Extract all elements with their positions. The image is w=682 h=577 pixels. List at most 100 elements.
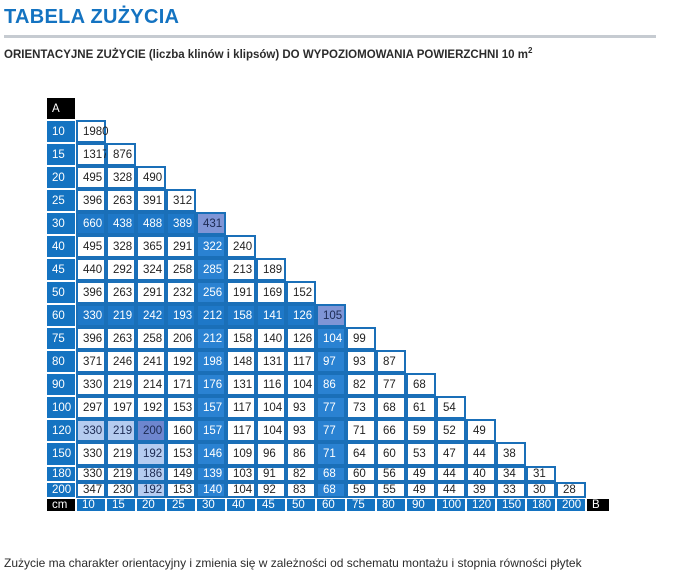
table-cell: 68 [376,396,406,419]
table-cell: 322 [196,235,226,258]
table-cell: 189 [256,258,286,281]
table-cell: 157 [196,419,226,442]
table-cell: 396 [76,327,106,350]
column-header: 100 [436,498,466,512]
table-cell: 212 [196,304,226,327]
row-header: 75 [46,327,76,350]
table-cell: 73 [346,396,376,419]
table-cell: 324 [136,258,166,281]
table-cell: 60 [346,466,376,482]
table-cell: 219 [106,442,136,466]
table-cell: 139 [196,466,226,482]
footer-note: Zużycie ma charakter orientacyjny i zmie… [4,556,582,570]
table-cell: 71 [346,419,376,442]
table-cell: 54 [436,396,466,419]
table-cell: 49 [466,419,496,442]
table-cell: 93 [286,396,316,419]
table-cell: 153 [166,442,196,466]
row-header: 180 [46,466,76,482]
column-header: 20 [136,498,166,512]
column-header: 75 [346,498,376,512]
row-header: 30 [46,212,76,235]
table-cell: 126 [286,304,316,327]
table-cell: 116 [256,373,286,396]
table-cell: 263 [106,189,136,212]
subtitle-unit: 0 m [508,48,528,61]
table-cell: 83 [286,482,316,498]
row-header: 150 [46,442,76,466]
table-cell: 55 [376,482,406,498]
row-header: 10 [46,120,76,143]
table-cell: 1317 [76,143,109,166]
table-cell: 158 [226,327,256,350]
table-cell: 240 [226,235,256,258]
table-cell: 176 [196,373,226,396]
row-header: 200 [46,482,76,498]
table-cell: 117 [226,396,256,419]
table-cell: 153 [166,482,196,498]
subtitle-exponent: 2 [527,46,533,55]
row-header: 60 [46,304,76,327]
table-cell: 77 [316,419,346,442]
table-cell: 197 [106,396,136,419]
table-cell: 104 [256,419,286,442]
column-header: 120 [466,498,496,512]
table-cell: 193 [166,304,196,327]
table-cell: 219 [106,373,136,396]
table-cell: 660 [76,212,106,235]
table-cell: 200 [136,419,166,442]
table-cell: 68 [316,466,346,482]
table-cell: 68 [406,373,436,396]
table-cell: 66 [376,419,406,442]
table-cell: 169 [256,281,286,304]
row-header: 45 [46,258,76,281]
table-cell: 30 [526,482,556,498]
table-cell: 33 [496,482,526,498]
table-cell: 103 [226,466,256,482]
table-cell: 92 [256,482,286,498]
table-cell: 104 [286,373,316,396]
table-cell: 230 [106,482,136,498]
table-cell: 104 [256,396,286,419]
table-cell: 212 [196,327,226,350]
table-cell: 87 [376,350,406,373]
table-cell: 93 [286,419,316,442]
row-header: 40 [46,235,76,258]
table-cell: 312 [166,189,196,212]
table-cell: 49 [406,466,436,482]
table-subtitle: ORIENTACYJNE ZUŻYCIE (liczba klinów i kl… [4,46,532,61]
table-cell: 488 [136,212,166,235]
table-cell: 140 [196,482,226,498]
table-cell: 131 [256,350,286,373]
row-header: 80 [46,350,76,373]
table-cell: 56 [376,466,406,482]
table-cell: 153 [166,396,196,419]
table-cell: 192 [136,442,166,466]
page-title: TABELA ZUŻYCIA [4,6,180,28]
table-cell: 291 [166,235,196,258]
table-cell: 53 [406,442,436,466]
table-cell: 258 [136,327,166,350]
table-cell: 219 [106,419,136,442]
table-cell: 330 [76,304,106,327]
table-cell: 328 [106,235,136,258]
table-cell: 86 [316,373,346,396]
table-cell: 186 [136,466,166,482]
table-cell: 192 [136,482,166,498]
table-cell: 256 [196,281,226,304]
table-cell: 438 [106,212,136,235]
column-header: 80 [376,498,406,512]
table-cell: 241 [136,350,166,373]
table-cell: 263 [106,281,136,304]
table-cell: 258 [166,258,196,281]
table-cell: 52 [436,419,466,442]
table-cell: 49 [406,482,436,498]
row-header: 120 [46,419,76,442]
table-cell: 99 [346,327,376,350]
table-cell: 206 [166,327,196,350]
table-cell: 82 [286,466,316,482]
table-cell: 242 [136,304,166,327]
table-cell: 232 [166,281,196,304]
column-header: 15 [106,498,136,512]
table-cell: 330 [76,419,106,442]
